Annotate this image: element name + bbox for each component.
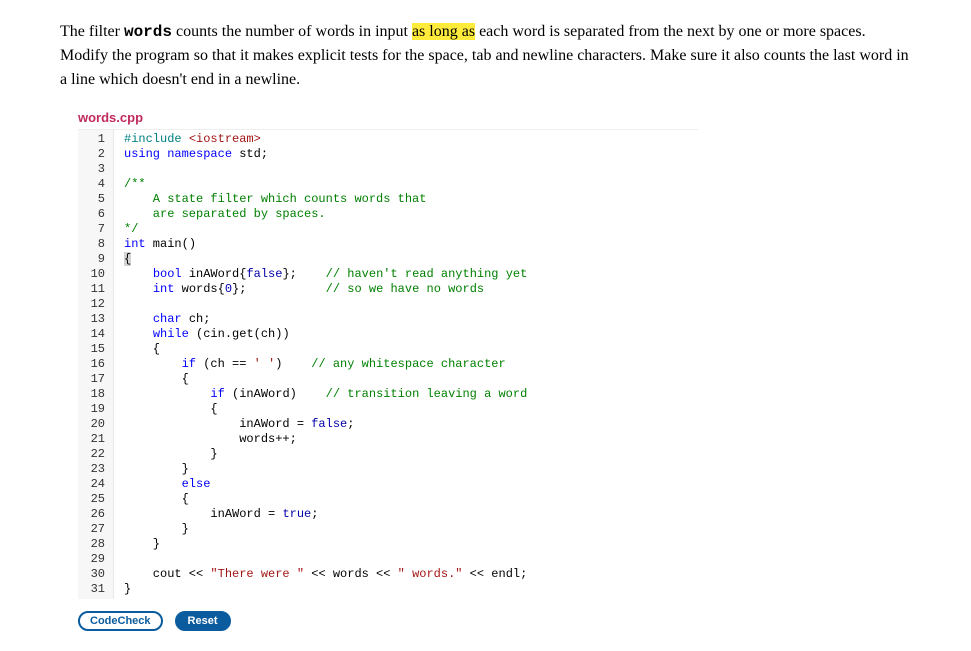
code-line[interactable] xyxy=(124,297,698,312)
codecheck-button[interactable]: CodeCheck xyxy=(78,611,163,631)
code-line[interactable] xyxy=(124,162,698,177)
instruction-text-pre: The filter xyxy=(60,23,124,40)
code-line[interactable]: } xyxy=(124,447,698,462)
code-line[interactable]: A state filter which counts words that xyxy=(124,192,698,207)
instruction-code: words xyxy=(124,23,172,41)
code-line[interactable]: using namespace std; xyxy=(124,147,698,162)
line-number: 16 xyxy=(84,357,105,372)
code-line[interactable]: int words{0}; // so we have no words xyxy=(124,282,698,297)
line-number: 29 xyxy=(84,552,105,567)
line-number: 2 xyxy=(84,147,105,162)
line-number: 24 xyxy=(84,477,105,492)
code-line[interactable]: while (cin.get(ch)) xyxy=(124,327,698,342)
line-number: 26 xyxy=(84,507,105,522)
code-line[interactable]: are separated by spaces. xyxy=(124,207,698,222)
line-gutter: 1234567891011121314151617181920212223242… xyxy=(78,130,114,599)
code-line[interactable]: else xyxy=(124,477,698,492)
line-number: 12 xyxy=(84,297,105,312)
code-area[interactable]: #include <iostream>using namespace std; /… xyxy=(114,130,698,599)
line-number: 8 xyxy=(84,237,105,252)
line-number: 3 xyxy=(84,162,105,177)
code-line[interactable]: /** xyxy=(124,177,698,192)
code-line[interactable]: { xyxy=(124,252,698,267)
line-number: 23 xyxy=(84,462,105,477)
line-number: 18 xyxy=(84,387,105,402)
code-line[interactable]: inAWord = false; xyxy=(124,417,698,432)
code-line[interactable]: char ch; xyxy=(124,312,698,327)
filename-label: words.cpp xyxy=(78,110,911,125)
line-number: 1 xyxy=(84,132,105,147)
line-number: 7 xyxy=(84,222,105,237)
code-line[interactable]: int main() xyxy=(124,237,698,252)
code-line[interactable]: */ xyxy=(124,222,698,237)
reset-button[interactable]: Reset xyxy=(175,611,231,631)
line-number: 6 xyxy=(84,207,105,222)
code-line[interactable]: } xyxy=(124,582,698,597)
line-number: 9 xyxy=(84,252,105,267)
line-number: 14 xyxy=(84,327,105,342)
code-line[interactable]: { xyxy=(124,492,698,507)
line-number: 17 xyxy=(84,372,105,387)
code-line[interactable]: } xyxy=(124,522,698,537)
line-number: 5 xyxy=(84,192,105,207)
line-number: 4 xyxy=(84,177,105,192)
code-line[interactable]: { xyxy=(124,402,698,417)
code-editor[interactable]: 1234567891011121314151617181920212223242… xyxy=(78,129,698,599)
line-number: 11 xyxy=(84,282,105,297)
line-number: 20 xyxy=(84,417,105,432)
line-number: 13 xyxy=(84,312,105,327)
instruction-highlight: as long as xyxy=(412,23,475,40)
line-number: 28 xyxy=(84,537,105,552)
code-line[interactable]: inAWord = true; xyxy=(124,507,698,522)
problem-instruction: The filter words counts the number of wo… xyxy=(60,20,911,92)
instruction-text-mid: counts the number of words in input xyxy=(172,23,412,40)
code-line[interactable]: if (inAWord) // transition leaving a wor… xyxy=(124,387,698,402)
code-line[interactable]: cout << "There were " << words << " word… xyxy=(124,567,698,582)
code-line[interactable]: } xyxy=(124,537,698,552)
button-row: CodeCheck Reset xyxy=(78,611,911,631)
line-number: 21 xyxy=(84,432,105,447)
line-number: 10 xyxy=(84,267,105,282)
line-number: 27 xyxy=(84,522,105,537)
code-line[interactable]: } xyxy=(124,462,698,477)
line-number: 30 xyxy=(84,567,105,582)
code-line[interactable]: bool inAWord{false}; // haven't read any… xyxy=(124,267,698,282)
code-line[interactable]: { xyxy=(124,372,698,387)
line-number: 31 xyxy=(84,582,105,597)
code-line[interactable]: { xyxy=(124,342,698,357)
line-number: 22 xyxy=(84,447,105,462)
code-line[interactable] xyxy=(124,552,698,567)
line-number: 19 xyxy=(84,402,105,417)
code-line[interactable]: #include <iostream> xyxy=(124,132,698,147)
code-line[interactable]: if (ch == ' ') // any whitespace charact… xyxy=(124,357,698,372)
code-line[interactable]: words++; xyxy=(124,432,698,447)
line-number: 15 xyxy=(84,342,105,357)
line-number: 25 xyxy=(84,492,105,507)
